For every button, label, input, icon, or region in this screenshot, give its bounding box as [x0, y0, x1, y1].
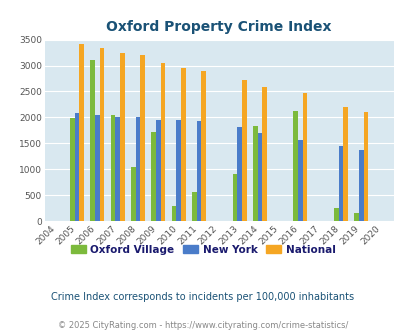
Bar — [120, 52, 124, 221]
Bar — [151, 132, 156, 221]
Bar — [363, 112, 367, 221]
Bar — [358, 150, 363, 221]
Bar — [302, 93, 307, 221]
Bar — [135, 117, 140, 221]
Bar — [75, 113, 79, 221]
Bar — [293, 111, 297, 221]
Bar — [201, 71, 205, 221]
Text: © 2025 CityRating.com - https://www.cityrating.com/crime-statistics/: © 2025 CityRating.com - https://www.city… — [58, 321, 347, 330]
Bar — [257, 133, 262, 221]
Bar — [156, 120, 160, 221]
Bar — [115, 117, 120, 221]
Bar — [79, 44, 84, 221]
Bar — [338, 146, 343, 221]
Bar — [192, 192, 196, 221]
Bar — [95, 115, 100, 221]
Text: Crime Index corresponds to incidents per 100,000 inhabitants: Crime Index corresponds to incidents per… — [51, 292, 354, 302]
Bar — [237, 127, 241, 221]
Bar — [100, 48, 104, 221]
Bar — [131, 167, 135, 221]
Bar — [196, 121, 201, 221]
Bar — [160, 63, 165, 221]
Bar — [354, 213, 358, 221]
Bar — [232, 174, 237, 221]
Bar — [333, 208, 338, 221]
Bar — [171, 206, 176, 221]
Bar — [140, 55, 145, 221]
Legend: Oxford Village, New York, National: Oxford Village, New York, National — [66, 241, 339, 259]
Bar — [252, 126, 257, 221]
Bar — [241, 80, 246, 221]
Bar — [181, 68, 185, 221]
Bar — [111, 115, 115, 221]
Bar — [297, 140, 302, 221]
Bar — [176, 120, 181, 221]
Bar — [90, 60, 95, 221]
Bar — [262, 87, 266, 221]
Bar — [70, 118, 75, 221]
Title: Oxford Property Crime Index: Oxford Property Crime Index — [106, 20, 331, 34]
Bar — [343, 107, 347, 221]
